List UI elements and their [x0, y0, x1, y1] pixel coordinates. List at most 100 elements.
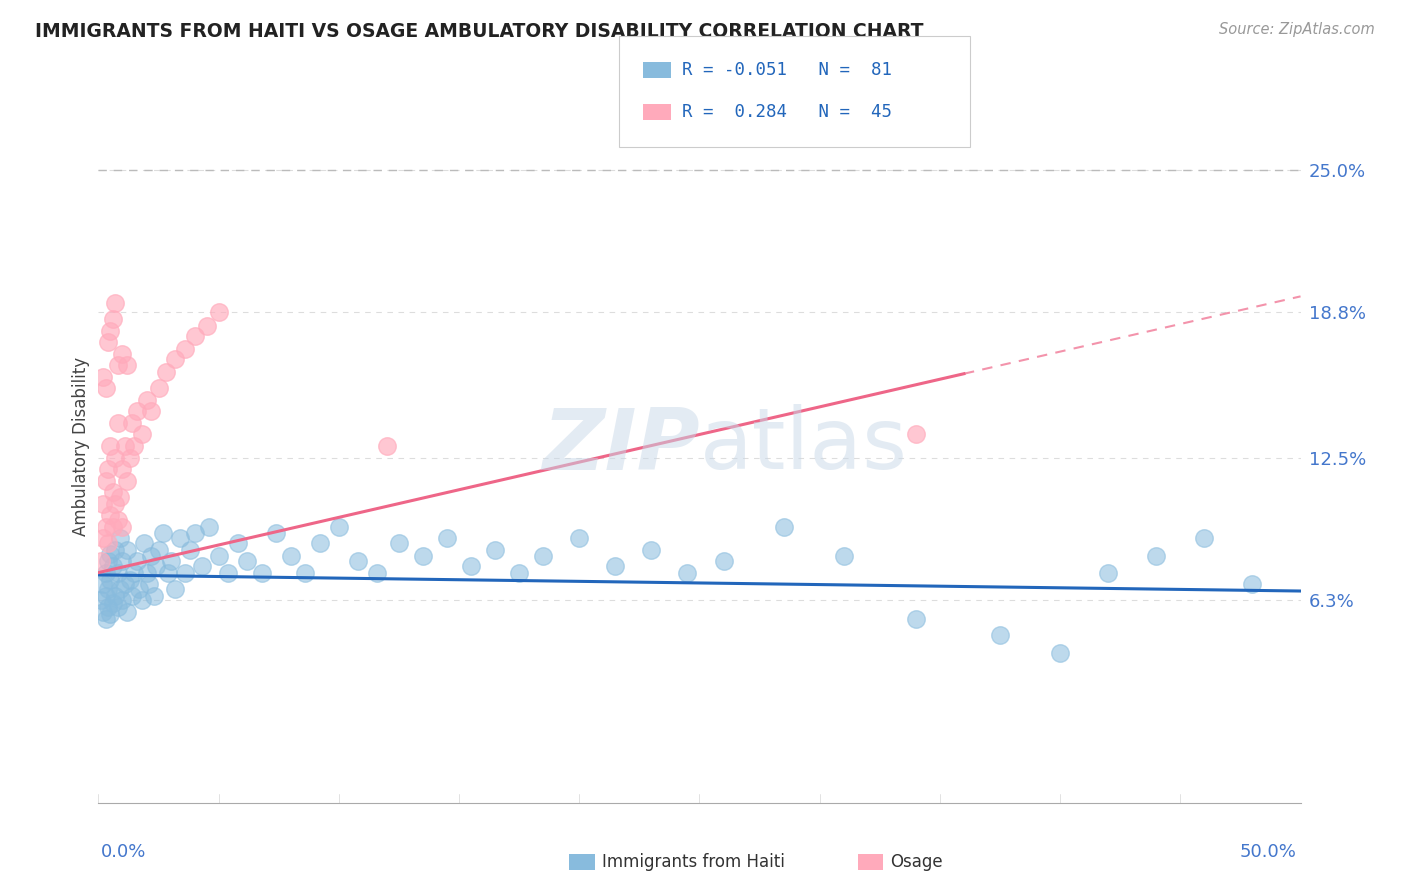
Point — [108, 531, 131, 545]
Point — [104, 296, 127, 310]
Point — [100, 324, 122, 338]
Point — [111, 593, 134, 607]
Point — [104, 542, 127, 557]
Point — [988, 628, 1011, 642]
Point — [155, 365, 177, 379]
Point — [412, 549, 434, 564]
Point — [91, 605, 114, 619]
Point — [104, 497, 127, 511]
Point — [141, 404, 163, 418]
Point — [101, 558, 124, 573]
Point — [91, 531, 114, 545]
Point — [1049, 646, 1071, 660]
Point — [141, 549, 163, 564]
Point — [107, 359, 129, 373]
Point — [104, 589, 127, 603]
Point — [460, 558, 482, 573]
Text: IMMIGRANTS FROM HAITI VS OSAGE AMBULATORY DISABILITY CORRELATION CHART: IMMIGRANTS FROM HAITI VS OSAGE AMBULATOR… — [35, 22, 924, 41]
Point — [294, 566, 316, 580]
Point — [236, 554, 259, 568]
Point — [183, 526, 205, 541]
Point — [94, 381, 117, 395]
Point — [132, 535, 155, 549]
Point — [135, 392, 157, 407]
Point — [101, 485, 124, 500]
Point — [111, 462, 134, 476]
Text: ZIP: ZIP — [541, 404, 700, 488]
Point — [280, 549, 302, 564]
Point — [152, 526, 174, 541]
Point — [174, 566, 197, 580]
Point — [328, 519, 350, 533]
Point — [100, 607, 122, 621]
Point — [121, 589, 143, 603]
Point — [111, 554, 134, 568]
Point — [118, 573, 141, 587]
Point — [107, 416, 129, 430]
Point — [114, 439, 136, 453]
Point — [1194, 531, 1216, 545]
Point — [347, 554, 370, 568]
Point — [124, 566, 146, 580]
Point — [191, 558, 214, 573]
Point — [195, 319, 218, 334]
Point — [91, 497, 114, 511]
Point — [366, 566, 388, 580]
Text: Source: ZipAtlas.com: Source: ZipAtlas.com — [1219, 22, 1375, 37]
Point — [118, 450, 141, 465]
Point — [605, 558, 627, 573]
Point — [208, 305, 231, 319]
Point — [179, 542, 201, 557]
Point — [108, 582, 131, 596]
Point — [97, 535, 120, 549]
Point — [90, 593, 112, 607]
Text: R = -0.051   N =  81: R = -0.051 N = 81 — [682, 61, 891, 78]
Point — [250, 566, 273, 580]
Point — [94, 589, 117, 603]
Point — [832, 549, 855, 564]
Point — [97, 582, 120, 596]
Point — [91, 577, 114, 591]
Point — [97, 335, 120, 350]
Point — [772, 519, 794, 533]
Point — [1097, 566, 1119, 580]
Point — [107, 600, 129, 615]
Point — [676, 566, 699, 580]
Point — [159, 554, 181, 568]
Point — [94, 474, 117, 488]
Point — [121, 416, 143, 430]
Point — [100, 573, 122, 587]
Text: 50.0%: 50.0% — [1240, 843, 1296, 861]
Point — [131, 593, 153, 607]
Point — [135, 566, 157, 580]
Point — [107, 513, 129, 527]
Point — [107, 566, 129, 580]
Point — [568, 531, 591, 545]
Point — [111, 347, 134, 361]
Point — [1144, 549, 1167, 564]
Point — [100, 508, 122, 522]
Point — [148, 381, 170, 395]
Point — [100, 547, 122, 561]
Point — [100, 439, 122, 453]
Point — [148, 542, 170, 557]
Point — [94, 566, 117, 580]
Point — [114, 577, 136, 591]
Point — [904, 612, 927, 626]
Text: Osage: Osage — [890, 853, 942, 871]
Point — [640, 542, 662, 557]
Point — [713, 554, 735, 568]
Point — [484, 542, 506, 557]
Point — [94, 519, 117, 533]
Point — [904, 427, 927, 442]
Point — [104, 450, 127, 465]
Point — [375, 439, 398, 453]
Point — [124, 439, 146, 453]
Point — [1241, 577, 1264, 591]
Point — [125, 404, 148, 418]
Point — [531, 549, 554, 564]
Point — [165, 582, 187, 596]
Y-axis label: Ambulatory Disability: Ambulatory Disability — [72, 357, 90, 535]
Text: atlas: atlas — [700, 404, 907, 488]
Point — [97, 600, 120, 615]
